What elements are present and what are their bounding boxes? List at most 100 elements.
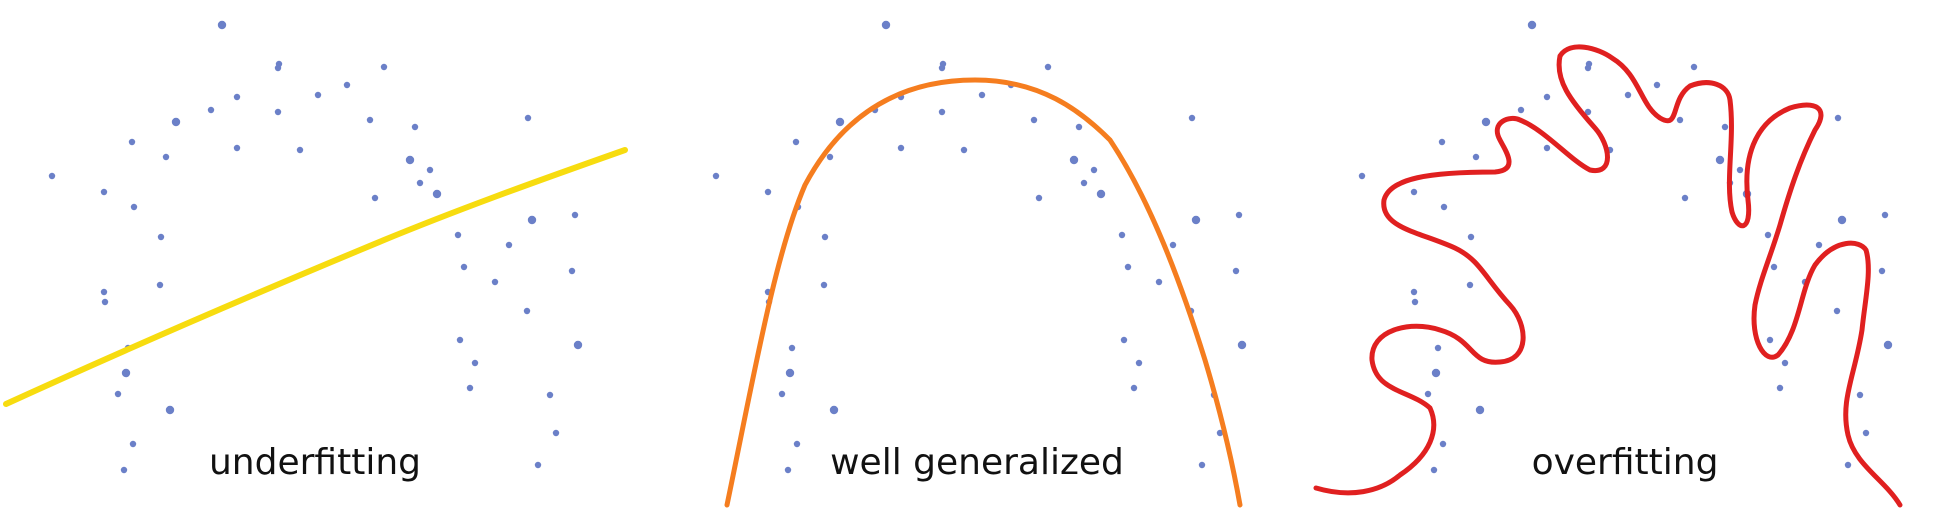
- overfit-point: [1584, 108, 1592, 116]
- underfit-point: [275, 60, 283, 68]
- good-point: [835, 117, 845, 127]
- overfit-point: [1736, 166, 1744, 174]
- overfit-point: [1410, 188, 1418, 196]
- good-point: [1130, 384, 1138, 392]
- underfit-point: [128, 138, 136, 146]
- overfit-point: [1781, 359, 1789, 367]
- overfit-point: [1776, 384, 1784, 392]
- panel-overfitting: [1313, 20, 1903, 508]
- underfit-point: [274, 108, 282, 116]
- good-point: [785, 368, 795, 378]
- overfit-point: [1766, 336, 1774, 344]
- overfit-point: [1410, 288, 1418, 296]
- underfit-point: [471, 359, 479, 367]
- good-point: [978, 91, 986, 99]
- underfit-point: [546, 391, 554, 399]
- overfit-point: [1676, 116, 1684, 124]
- overfit-point: [1543, 93, 1551, 101]
- overfit-point: [1475, 405, 1485, 415]
- underfit-point: [371, 194, 379, 202]
- underfit-point: [121, 368, 131, 378]
- caption-overfitting: overfitting: [1531, 442, 1719, 483]
- good-point: [960, 146, 968, 154]
- good-point: [712, 172, 720, 180]
- underfit-point: [129, 440, 137, 448]
- underfit-point: [524, 114, 532, 122]
- overfit-point: [1358, 172, 1366, 180]
- underfit-point: [157, 233, 165, 241]
- good-point: [881, 20, 891, 30]
- overfit-point: [1690, 63, 1698, 71]
- overfit-point: [1431, 368, 1441, 378]
- good-point: [784, 466, 792, 474]
- underfit-point: [233, 144, 241, 152]
- overfit-point: [1472, 153, 1480, 161]
- underfit-point: [114, 390, 122, 398]
- overfit-point: [1467, 233, 1475, 241]
- underfit-point: [573, 340, 583, 350]
- overfit-point: [1411, 298, 1419, 306]
- overfit-point: [1878, 267, 1886, 275]
- underfit-point: [217, 20, 227, 30]
- underfit-point: [343, 81, 351, 89]
- overfit-point: [1439, 440, 1447, 448]
- overfit-point: [1764, 231, 1772, 239]
- overfit-point: [1721, 123, 1729, 131]
- overfit-point: [1856, 391, 1864, 399]
- underfit-point: [552, 429, 560, 437]
- overfit-point: [1440, 203, 1448, 211]
- overfit-point: [1815, 241, 1823, 249]
- good-point: [1155, 278, 1163, 286]
- underfit-point: [130, 203, 138, 211]
- overfit-point: [1837, 215, 1847, 225]
- good-point: [1118, 231, 1126, 239]
- overfit-point: [1834, 114, 1842, 122]
- underfit-curve: [3, 147, 628, 407]
- underfit-point: [523, 307, 531, 315]
- overfit-point: [1881, 211, 1889, 219]
- caption-well-generalized: well generalized: [830, 442, 1124, 483]
- underfit-point: [156, 281, 164, 289]
- overfit-point: [1517, 106, 1525, 114]
- underfit-point: [380, 63, 388, 71]
- underfit-point: [454, 231, 462, 239]
- underfit-point: [426, 166, 434, 174]
- underfit-point: [527, 215, 537, 225]
- good-point: [1090, 166, 1098, 174]
- good-point: [1198, 461, 1206, 469]
- good-point: [1030, 116, 1038, 124]
- overfit-point: [1527, 20, 1537, 30]
- overfit-point: [1434, 344, 1442, 352]
- overfit-point: [1585, 60, 1593, 68]
- underfit-point: [460, 263, 468, 271]
- underfit-point: [233, 93, 241, 101]
- underfit-point: [120, 466, 128, 474]
- underfit-point: [48, 172, 56, 180]
- underfit-point: [366, 116, 374, 124]
- good-point: [1188, 114, 1196, 122]
- good-point: [826, 153, 834, 161]
- good-point: [1035, 194, 1043, 202]
- overfit-point: [1424, 390, 1432, 398]
- underfit-point: [100, 288, 108, 296]
- underfit-point: [456, 336, 464, 344]
- good-point: [1169, 241, 1177, 249]
- underfit-point: [534, 461, 542, 469]
- good-point: [1124, 263, 1132, 271]
- good-point: [1216, 429, 1224, 437]
- overfit-point: [1543, 144, 1551, 152]
- underfit-point: [296, 146, 304, 154]
- good-point: [1044, 63, 1052, 71]
- good-point: [793, 440, 801, 448]
- good-point: [1080, 179, 1088, 187]
- good-curve: [724, 77, 1243, 508]
- overfit-curve: [1313, 44, 1903, 508]
- overfit-point: [1770, 263, 1778, 271]
- good-point: [1069, 155, 1079, 165]
- overfit-point: [1466, 281, 1474, 289]
- good-point: [1075, 123, 1083, 131]
- good-point: [788, 344, 796, 352]
- overfit-point: [1653, 81, 1661, 89]
- underfit-point: [314, 91, 322, 99]
